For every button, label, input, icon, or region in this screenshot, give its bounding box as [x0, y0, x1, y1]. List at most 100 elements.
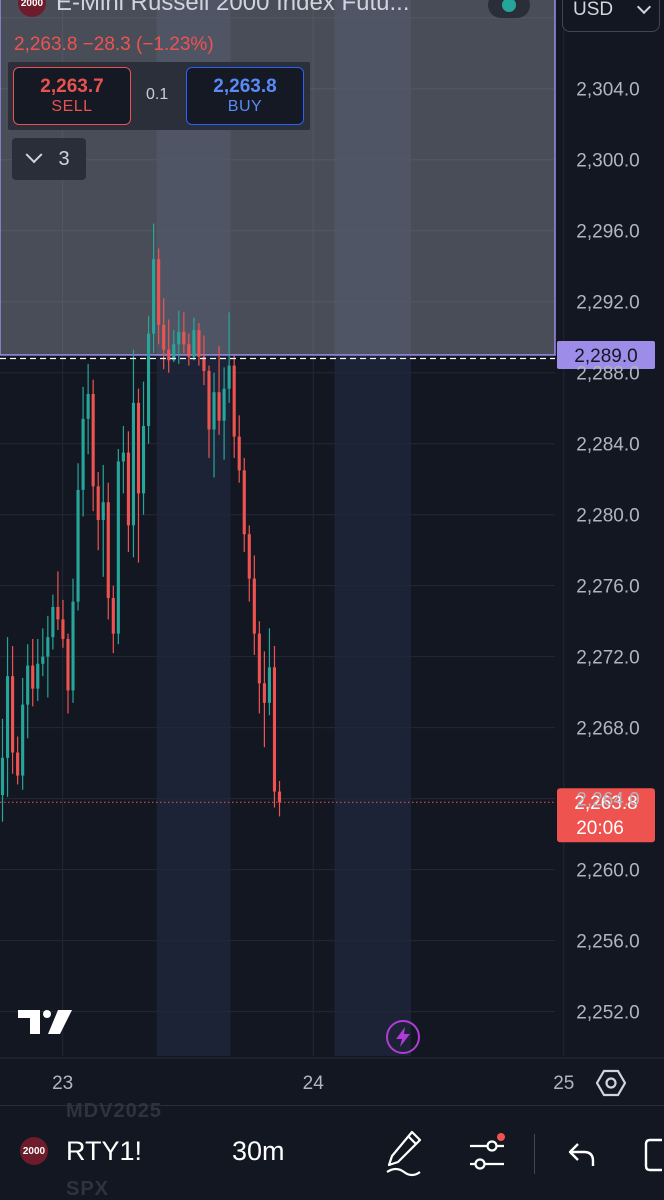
- x-tick-label-2: 25: [553, 1073, 574, 1094]
- interval-selector[interactable]: 30m: [232, 1136, 285, 1166]
- pen-icon[interactable]: [384, 1128, 424, 1178]
- candle-body-49: [247, 534, 251, 579]
- symbol-header[interactable]: 2000 E-Mini Russell 2000 Index Futu...: [18, 0, 410, 20]
- candle-body-27: [136, 402, 141, 494]
- candle-body-14: [71, 601, 75, 691]
- candle-body-38: [192, 330, 196, 357]
- y-tick-label-5: 2,272.0: [576, 648, 639, 669]
- y-tick-label-4: 2,268.0: [576, 719, 639, 740]
- candle-body-39: [197, 330, 201, 357]
- tradingview-logo-icon: [18, 1010, 72, 1034]
- candle-body-51: [257, 633, 261, 684]
- candle-body-22: [111, 598, 115, 634]
- zone-rectangle: [0, 0, 556, 356]
- chevron-down-icon: [636, 0, 652, 15]
- y-tick-label-9: 2,288.0: [576, 364, 639, 385]
- level-price-tag: [557, 340, 655, 369]
- candle-body-41: [207, 370, 211, 430]
- candle-body-12: [61, 619, 65, 639]
- candle-body-20: [101, 502, 105, 521]
- level-price-label: 2,289.0: [574, 346, 637, 367]
- symbol-selector[interactable]: RTY1!: [66, 1136, 143, 1166]
- candle-body-35: [177, 331, 181, 345]
- sell-price: 2,263.7: [40, 75, 104, 97]
- candle-body-11: [56, 606, 60, 620]
- chevron-down-icon: [25, 146, 43, 164]
- candle-body-9: [46, 637, 50, 657]
- candle-body-37: [187, 344, 191, 357]
- last-price-label: 2,263.8: [574, 793, 637, 814]
- candle-body-24: [121, 452, 125, 462]
- buy-label: BUY: [227, 97, 263, 115]
- buy-button[interactable]: 2,263.8 BUY: [186, 67, 304, 125]
- y-tick-label-6: 2,276.0: [576, 577, 639, 598]
- y-tick-label-8: 2,284.0: [576, 435, 639, 456]
- chart-settings-icon[interactable]: [596, 1068, 626, 1098]
- last-price-tag: [557, 788, 655, 843]
- candle-body-53: [267, 667, 271, 703]
- undo-icon[interactable]: [566, 1128, 598, 1178]
- session-band-1: [334, 0, 411, 1056]
- candle-body-43: [217, 392, 221, 421]
- candle-body-55: [277, 791, 282, 803]
- candle-body-6: [31, 665, 35, 689]
- candle-body-5: [26, 665, 30, 705]
- layout-icon[interactable]: [640, 1128, 664, 1178]
- candle-body-26: [131, 402, 136, 526]
- buy-price: 2,263.8: [213, 75, 277, 97]
- indicators-icon[interactable]: [466, 1128, 510, 1178]
- price-chart[interactable]: 2,289.0 2,263.8 20:06 2,252.0 2,256.0 2,260.…: [0, 0, 664, 1105]
- indicator-count: 3: [58, 147, 70, 170]
- candle-body-15: [76, 489, 80, 602]
- candle-body-19: [96, 486, 100, 521]
- symbol-full-name: E-Mini Russell 2000 Index Futu...: [56, 0, 410, 16]
- y-tick-label-0: 2,252.0: [576, 1003, 639, 1024]
- y-tick-label-7: 2,280.0: [576, 506, 639, 527]
- candle-body-48: [242, 470, 246, 535]
- price-levels: 2,289.0 2,263.8 20:06: [0, 340, 655, 843]
- candle-body-45: [227, 365, 231, 389]
- candle-body-34: [172, 344, 176, 361]
- y-tick-label-11: 2,296.0: [576, 222, 639, 243]
- candle-body-52: [262, 683, 266, 703]
- spread-value: 0.1: [146, 86, 169, 103]
- grid-lines: [0, 0, 565, 1056]
- trade-panel: 2,263.7 SELL 0.1 2,263.8 BUY: [8, 62, 310, 130]
- x-axis: 23 24 25: [0, 1057, 664, 1094]
- x-tick-label-0: 23: [52, 1073, 73, 1094]
- market-status-indicator[interactable]: [488, 0, 530, 18]
- currency-selector[interactable]: USD: [562, 0, 660, 32]
- market-open-icon: [502, 0, 516, 12]
- candle-body-54: [272, 667, 277, 792]
- candle-body-42: [212, 392, 216, 430]
- session-bands: [156, 0, 411, 1056]
- bar-countdown-label: 20:06: [576, 818, 624, 839]
- candle-body-3: [16, 752, 20, 776]
- candle-body-13: [66, 638, 70, 691]
- indicators-collapse-button[interactable]: 3: [12, 138, 86, 180]
- candle-body-29: [146, 333, 151, 426]
- y-tick-label-12: 2,300.0: [576, 151, 639, 172]
- candle-body-40: [202, 356, 206, 371]
- symbol-logo-small[interactable]: 2000: [20, 1137, 48, 1165]
- candle-body-28: [141, 425, 146, 494]
- candle-body-16: [81, 418, 85, 490]
- flash-icon[interactable]: [386, 1020, 420, 1054]
- bottom-toolbar: MDV2025 SPX 2000 RTY1! 30m: [0, 1100, 664, 1200]
- candle-body-1: [5, 676, 10, 758]
- y-tick-label-3: 2,264.0: [576, 790, 639, 811]
- candle-body-4: [21, 704, 25, 776]
- candle-body-46: [232, 365, 236, 437]
- sell-button[interactable]: 2,263.7 SELL: [13, 67, 131, 125]
- y-axis: 2,252.0 2,256.0 2,260.0 2,264.0 2,268.0 2,272…: [576, 9, 639, 1024]
- candle-body-0: [0, 757, 5, 796]
- candle-body-36: [182, 331, 186, 345]
- candle-body-10: [51, 606, 55, 638]
- y-tick-label-1: 2,256.0: [576, 932, 639, 953]
- sell-label: SELL: [51, 97, 93, 115]
- price-zone: [0, 0, 556, 356]
- ghost-watermark-top: MDV2025: [66, 1100, 162, 1122]
- candle-body-33: [167, 349, 171, 361]
- candle-body-44: [222, 388, 226, 421]
- y-tick-label-10: 2,292.0: [576, 293, 639, 314]
